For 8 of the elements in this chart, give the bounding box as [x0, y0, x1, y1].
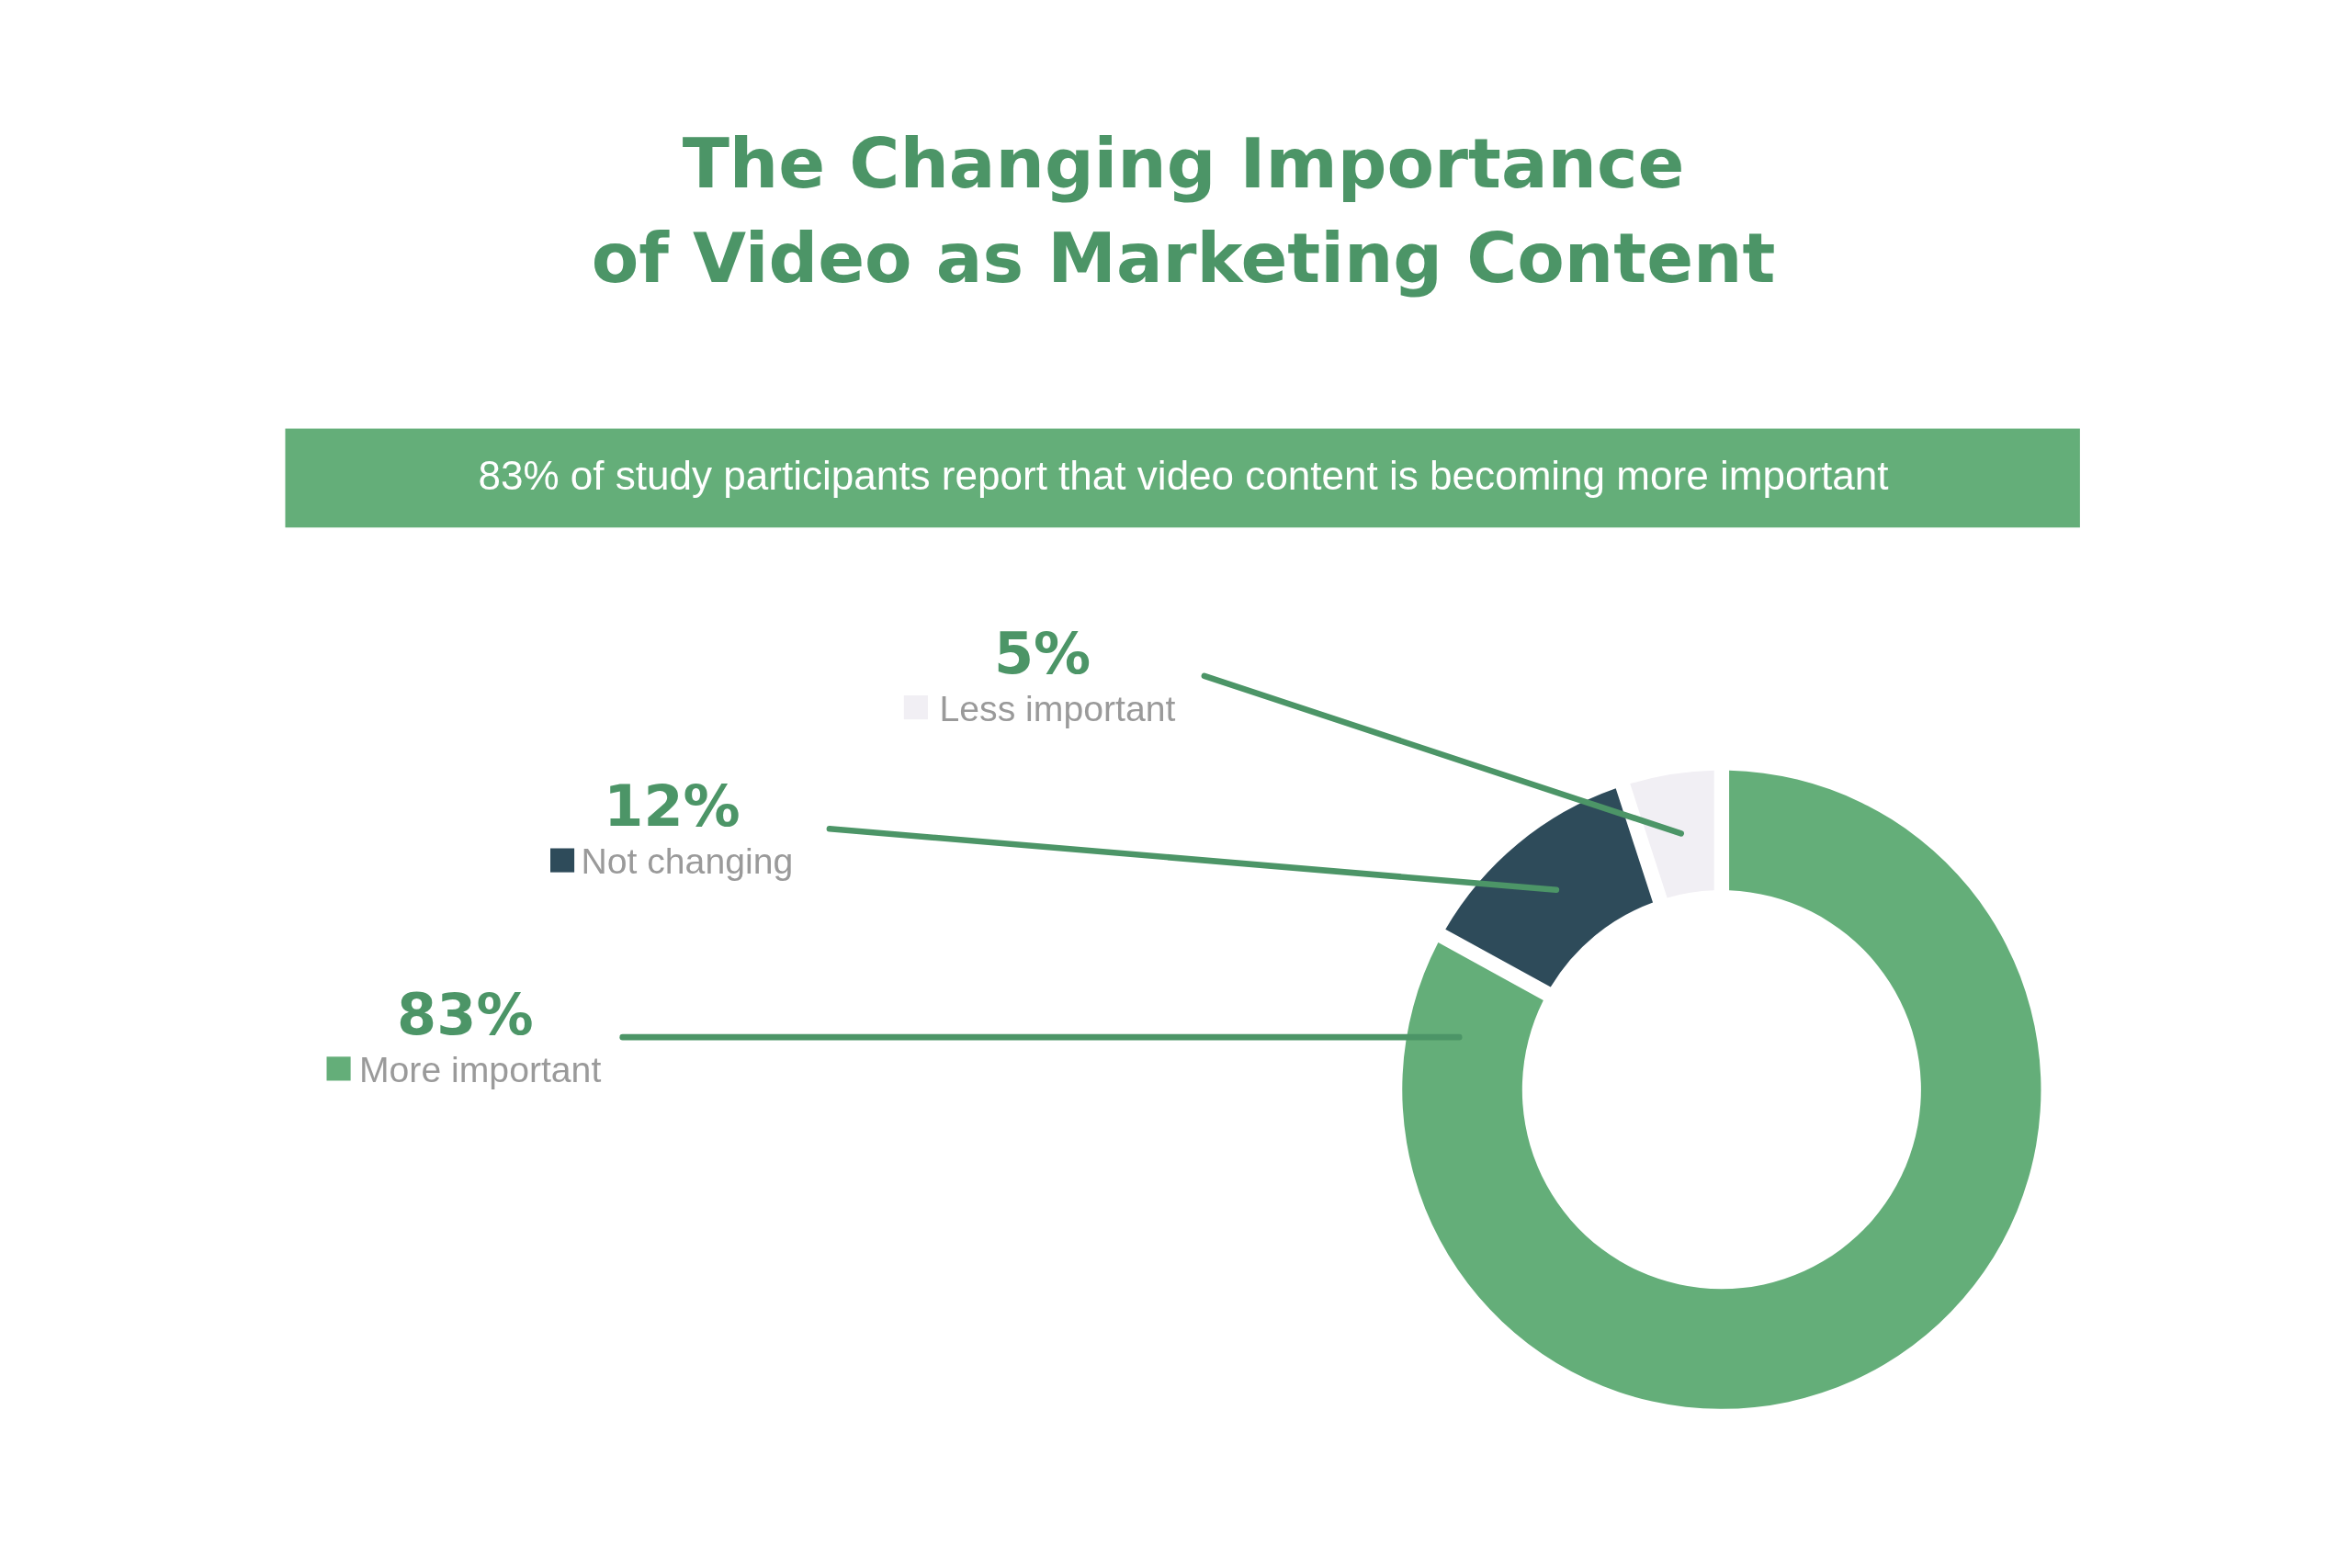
legend-label: More important: [358, 1050, 602, 1090]
data-label: 83%: [397, 980, 534, 1048]
data-label: 12%: [604, 773, 741, 840]
data-label: 5%: [993, 619, 1091, 687]
legend-label: Not changing: [581, 841, 794, 882]
chart-title: The Changing Importance of Video as Marketing Content: [591, 122, 1776, 299]
chart-subtitle: 83% of study participants report that video content is becoming more important: [478, 453, 1889, 499]
legend-label: Less important: [939, 688, 1176, 728]
